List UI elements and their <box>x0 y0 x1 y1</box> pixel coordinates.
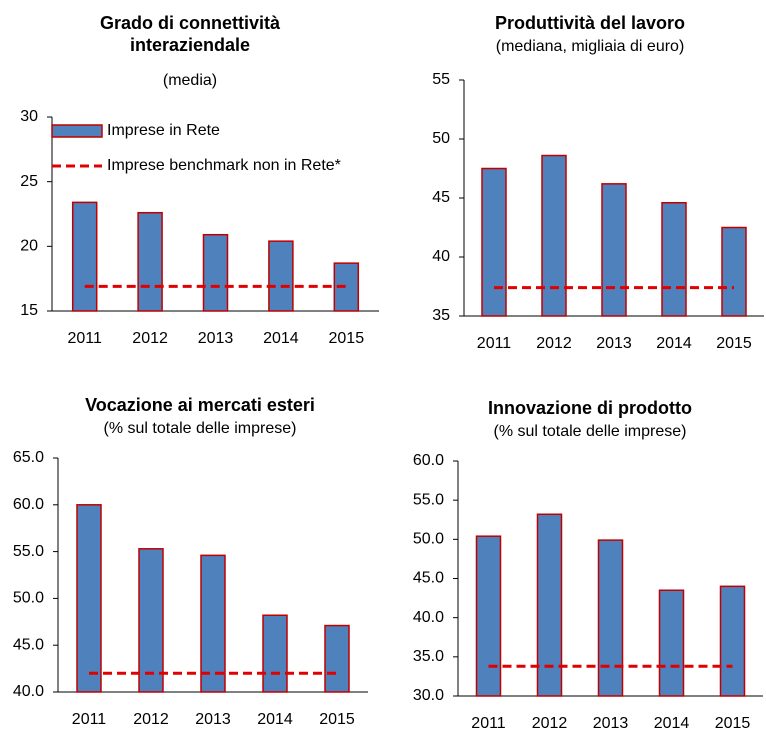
bar <box>597 539 624 697</box>
x-tick-label: 2012 <box>532 715 568 732</box>
x-tick-label: 2015 <box>319 711 355 728</box>
x-tick-label: 2015 <box>329 330 365 347</box>
chart-subtitle: (media) <box>162 72 218 89</box>
x-tick-label: 2013 <box>596 335 632 352</box>
y-tick-label: 40.0 <box>13 683 44 700</box>
x-tick-label: 2011 <box>477 335 512 352</box>
y-tick-label: 60.0 <box>13 496 44 513</box>
bar <box>76 504 102 693</box>
chart-subtitle: (% sul totale delle imprese) <box>103 420 297 437</box>
y-tick-label: 35.0 <box>413 648 444 665</box>
y-tick-label: 20 <box>20 238 38 255</box>
bar <box>475 535 502 697</box>
bar <box>138 548 164 693</box>
x-tick-label: 2015 <box>715 715 751 732</box>
bar <box>658 589 685 697</box>
bar <box>536 513 563 697</box>
x-tick-label: 2013 <box>593 715 629 732</box>
y-tick-label: 55.0 <box>413 491 444 508</box>
x-tick-label: 2011 <box>67 330 102 347</box>
bar <box>202 233 229 312</box>
bar <box>721 226 747 317</box>
bar <box>541 154 567 317</box>
chart-subtitle: (% sul totale delle imprese) <box>493 423 687 440</box>
y-tick-label: 30 <box>20 108 38 125</box>
y-tick-label: 45.0 <box>413 570 444 587</box>
y-tick-label: 25 <box>20 173 38 190</box>
y-tick-label: 40.0 <box>413 609 444 626</box>
y-tick-label: 40 <box>432 248 450 265</box>
bar <box>601 183 627 317</box>
bar <box>661 201 687 317</box>
legend-swatch <box>51 124 103 138</box>
bar <box>262 614 288 693</box>
x-tick-label: 2015 <box>716 335 752 352</box>
y-tick-label: 45 <box>432 189 450 206</box>
y-tick-label: 65.0 <box>13 449 44 466</box>
bar <box>481 167 507 317</box>
y-tick-label: 60.0 <box>413 452 444 469</box>
legend-label: Imprese benchmark non in Rete* <box>107 157 341 174</box>
y-tick-label: 15 <box>20 302 38 319</box>
x-tick-label: 2012 <box>536 335 572 352</box>
y-tick-label: 30.0 <box>413 687 444 704</box>
chart-title: Grado di connettività interaziendale <box>99 13 281 55</box>
bar <box>200 554 226 693</box>
y-tick-label: 50.0 <box>13 590 44 607</box>
chart-title: Innovazione di prodotto <box>488 398 692 418</box>
y-tick-label: 45.0 <box>13 636 44 653</box>
y-tick-label: 50 <box>432 130 450 147</box>
y-tick-label: 50.0 <box>413 531 444 548</box>
x-tick-label: 2014 <box>656 335 692 352</box>
x-tick-label: 2012 <box>133 711 169 728</box>
bar <box>719 585 746 697</box>
y-tick-label: 55.0 <box>13 543 44 560</box>
x-tick-label: 2013 <box>198 330 234 347</box>
y-tick-label: 35 <box>432 307 450 324</box>
y-tick-label: 55 <box>432 71 450 88</box>
bar <box>71 201 98 312</box>
x-tick-label: 2014 <box>263 330 299 347</box>
x-tick-label: 2014 <box>654 715 690 732</box>
bar <box>137 211 163 312</box>
legend-label: Imprese in Rete <box>107 122 220 139</box>
chart-title: Vocazione ai mercati esteri <box>85 395 315 415</box>
x-tick-label: 2012 <box>132 330 168 347</box>
x-tick-label: 2011 <box>471 715 506 732</box>
x-tick-label: 2013 <box>195 711 231 728</box>
chart-title: Produttività del lavoro <box>494 13 686 33</box>
chart-subtitle: (mediana, migliaia di euro) <box>495 38 685 55</box>
bar <box>324 624 350 693</box>
x-tick-label: 2011 <box>72 711 107 728</box>
bar <box>268 240 294 312</box>
x-tick-label: 2014 <box>257 711 293 728</box>
